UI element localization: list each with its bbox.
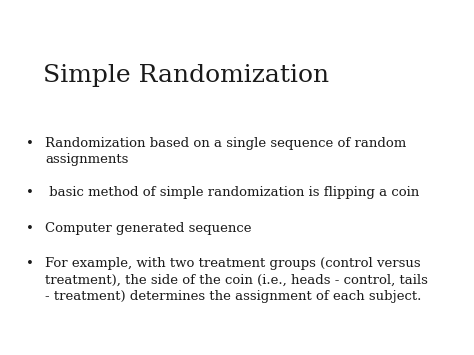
Text: Randomization based on a single sequence of random
assignments: Randomization based on a single sequence… — [45, 137, 406, 166]
Text: Simple Randomization: Simple Randomization — [43, 64, 329, 87]
Text: For example, with two treatment groups (control versus
treatment), the side of t: For example, with two treatment groups (… — [45, 257, 428, 304]
Text: basic method of simple randomization is flipping a coin: basic method of simple randomization is … — [45, 186, 419, 200]
Text: •: • — [26, 222, 34, 235]
Text: •: • — [26, 186, 34, 200]
Text: •: • — [26, 257, 34, 271]
Text: •: • — [26, 137, 34, 150]
Text: Computer generated sequence: Computer generated sequence — [45, 222, 252, 235]
